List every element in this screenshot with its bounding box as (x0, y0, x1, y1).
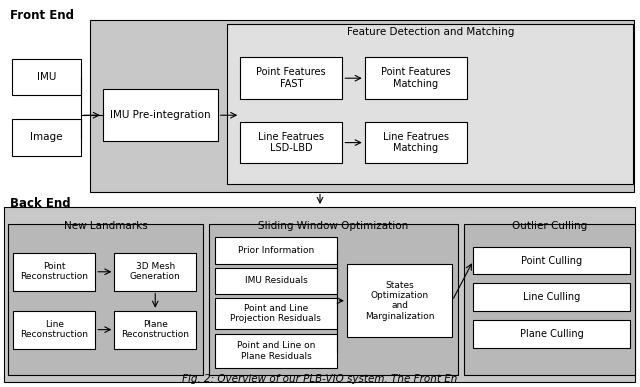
FancyBboxPatch shape (347, 264, 452, 337)
Text: Plane
Reconstruction: Plane Reconstruction (121, 320, 189, 339)
Text: New Landmarks: New Landmarks (64, 221, 148, 231)
FancyBboxPatch shape (13, 311, 95, 349)
Text: Point and Line
Projection Residuals: Point and Line Projection Residuals (230, 304, 321, 323)
Text: Prior Information: Prior Information (238, 246, 314, 255)
FancyBboxPatch shape (473, 283, 630, 311)
FancyBboxPatch shape (13, 253, 95, 291)
FancyBboxPatch shape (465, 224, 635, 375)
Text: Point Culling: Point Culling (521, 255, 582, 265)
Text: IMU Residuals: IMU Residuals (244, 276, 307, 285)
FancyBboxPatch shape (473, 320, 630, 348)
FancyBboxPatch shape (12, 119, 81, 156)
FancyBboxPatch shape (240, 57, 342, 99)
FancyBboxPatch shape (215, 334, 337, 368)
Text: States
Optimization
and
Marginalization: States Optimization and Marginalization (365, 281, 435, 321)
Text: Line Featrues
Matching: Line Featrues Matching (383, 132, 449, 153)
FancyBboxPatch shape (115, 253, 196, 291)
Text: 3D Mesh
Generation: 3D Mesh Generation (130, 262, 180, 281)
Text: Point and Line on
Plane Residuals: Point and Line on Plane Residuals (237, 341, 315, 361)
Text: Point Features
FAST: Point Features FAST (257, 67, 326, 89)
FancyBboxPatch shape (473, 247, 630, 274)
FancyBboxPatch shape (240, 122, 342, 163)
Text: Line Culling: Line Culling (523, 292, 580, 302)
Text: Image: Image (31, 132, 63, 142)
Text: Front End: Front End (10, 9, 74, 22)
FancyBboxPatch shape (209, 224, 458, 375)
Text: IMU Pre-integration: IMU Pre-integration (110, 110, 211, 120)
FancyBboxPatch shape (215, 298, 337, 329)
FancyBboxPatch shape (103, 89, 218, 141)
FancyBboxPatch shape (215, 238, 337, 264)
Text: Line
Reconstruction: Line Reconstruction (20, 320, 88, 339)
FancyBboxPatch shape (215, 267, 337, 294)
FancyBboxPatch shape (227, 24, 633, 184)
Text: Sliding Window Optimization: Sliding Window Optimization (259, 221, 408, 231)
FancyBboxPatch shape (12, 58, 81, 95)
FancyBboxPatch shape (8, 224, 203, 375)
Text: Outlier Culling: Outlier Culling (512, 221, 588, 231)
Text: Feature Detection and Matching: Feature Detection and Matching (347, 27, 514, 36)
Text: Fig. 2: Overview of our PLB-VIO system. The Front En: Fig. 2: Overview of our PLB-VIO system. … (182, 374, 458, 384)
FancyBboxPatch shape (115, 311, 196, 349)
Text: Plane Culling: Plane Culling (520, 329, 584, 339)
Text: IMU: IMU (37, 72, 56, 82)
Text: Point Features
Matching: Point Features Matching (381, 67, 451, 89)
Text: Point
Reconstruction: Point Reconstruction (20, 262, 88, 281)
FancyBboxPatch shape (90, 20, 634, 192)
FancyBboxPatch shape (365, 57, 467, 99)
Text: Line Featrues
LSD-LBD: Line Featrues LSD-LBD (259, 132, 324, 153)
FancyBboxPatch shape (365, 122, 467, 163)
Text: Back End: Back End (10, 197, 71, 211)
FancyBboxPatch shape (4, 207, 635, 382)
